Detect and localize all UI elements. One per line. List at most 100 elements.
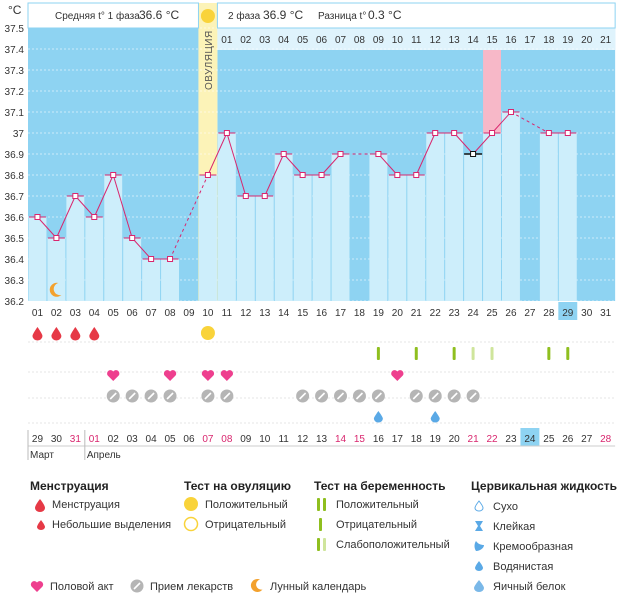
pregnancy-test-icon [490, 347, 494, 360]
diff-label: Разница t° [318, 11, 366, 22]
post-ovulation-day-label: 07 [335, 35, 347, 46]
post-ovulation-day-label: 19 [562, 35, 574, 46]
post-ovulation-day-label: 18 [543, 35, 555, 46]
temperature-point [432, 130, 439, 136]
temperature-point [507, 109, 514, 115]
calendar-date-label: 01 [89, 434, 101, 445]
ovulation-label: ОВУЛЯЦИЯ [204, 30, 215, 90]
moon-icon [49, 282, 62, 297]
temperature-bar [66, 196, 85, 301]
temperature-bar [369, 154, 388, 301]
calendar-date-label: 17 [392, 434, 404, 445]
temperature-point [375, 151, 382, 157]
temperature-line-segment [453, 132, 474, 155]
pregnancy-test-icon [414, 347, 418, 360]
medication-pill-stroke [299, 392, 307, 400]
medication-pill-stroke [469, 392, 477, 400]
medication-pill-stroke [223, 392, 231, 400]
calendar-date-label: 24 [524, 434, 536, 445]
temperature-line-segment [131, 237, 152, 260]
post-ovulation-day-label: 17 [524, 35, 536, 46]
calendar-date-label: 23 [505, 434, 517, 445]
calendar-date-label: 16 [373, 434, 385, 445]
cycle-day-label: 08 [164, 308, 176, 319]
ovulation-positive-icon [184, 497, 198, 511]
medication-pill-stroke [355, 392, 364, 400]
temperature-point [34, 214, 41, 220]
watery-icon [475, 561, 483, 571]
cycle-day-label: 29 [562, 308, 574, 319]
cycle-day-label: 28 [543, 308, 555, 319]
phase1-summary-box [27, 2, 199, 29]
calendar-date-label: 26 [562, 434, 574, 445]
pink-column [483, 50, 501, 133]
calendar-date-label: 20 [449, 434, 461, 445]
medication-pill-stroke [450, 392, 458, 400]
calendar-date-label: 10 [259, 434, 271, 445]
temperature-bar [426, 133, 445, 301]
medication-pill-stroke [109, 392, 117, 400]
moon-icon [250, 578, 263, 592]
calendar-date-label: 19 [430, 434, 442, 445]
ovulation-sun-icon [200, 9, 215, 23]
phase2-label: 2 фаза [228, 10, 261, 22]
y-tick-label: 37.5 [5, 24, 25, 35]
post-ovulation-day-label: 06 [316, 35, 328, 46]
post-ovulation-day-label: 21 [600, 35, 612, 46]
intercourse-heart-icon [201, 370, 215, 381]
bbt-chart: 37.5 37.4 37.3 37.2 37.1 37 36.9 36.8 36.7 36.6 36… [5, 2, 616, 461]
medication-pill-stroke [128, 392, 136, 400]
intercourse-heart-icon [163, 370, 177, 381]
temperature-bar [293, 175, 312, 301]
temperature-line-segment [321, 153, 341, 176]
post-ovulation-day-label: 02 [240, 35, 252, 46]
calendar-date-label: 22 [486, 434, 498, 445]
calendar-date-label: 28 [600, 434, 612, 445]
temperature-bar [255, 196, 274, 301]
calendar-date-label: 29 [32, 434, 44, 445]
legend-cervical-watery: Водянистая [493, 561, 554, 573]
cervical-fluid-icon [373, 411, 383, 423]
temperature-bar [123, 238, 142, 301]
cycle-day-label: 31 [600, 308, 612, 319]
y-tick-label: 36.2 [5, 297, 25, 308]
cycle-day-label: 13 [259, 308, 271, 319]
calendar-date-label: 05 [164, 434, 176, 445]
legend-cervical-egg-white: Яичный белок [493, 581, 566, 593]
calendar-today-highlight [520, 428, 540, 446]
phase2-value: 36.9 °C [263, 8, 303, 22]
temperature-point [280, 151, 287, 157]
post-ovulation-day-label: 04 [278, 35, 290, 46]
post-ovulation-day-label: 08 [354, 35, 366, 46]
temperature-line-segment [491, 111, 512, 134]
temperature-point [318, 172, 325, 178]
menstruation-drop-icon [35, 499, 45, 512]
legend-menstruation-item: Менструация [52, 499, 120, 511]
temperature-bar [161, 259, 180, 301]
temperature-point [53, 235, 60, 241]
y-tick-label: 37.2 [5, 87, 25, 98]
cycle-day-label: 01 [32, 308, 44, 319]
pregnancy-faint-icon [317, 538, 326, 551]
temperature-bar [217, 133, 236, 301]
medication-pill-stroke [374, 392, 382, 400]
cycle-day-label: 22 [430, 308, 442, 319]
post-ovulation-day-label: 15 [486, 35, 498, 46]
medication-pill-stroke [336, 392, 345, 400]
creamy-icon [474, 541, 484, 551]
cycle-day-label: 15 [297, 308, 309, 319]
temperature-bar [331, 154, 350, 301]
temperature-line-segment [264, 153, 285, 197]
cycle-day-label: 06 [127, 308, 139, 319]
post-ovulation-day-label: 13 [449, 35, 461, 46]
temperature-point [110, 172, 117, 178]
legend-pregnancy-negative: Отрицательный [336, 519, 417, 531]
legend-pregnancy-faint: Слабоположительный [336, 539, 450, 551]
calendar-date-label: 14 [335, 434, 347, 445]
legend-ovulation-test-title: Тест на овуляцию [184, 479, 291, 493]
temperature-point [470, 151, 477, 157]
temperature-point [451, 130, 458, 136]
temperature-point [489, 130, 496, 136]
cycle-day-label: 18 [354, 308, 366, 319]
legend-cervical-dry: Сухо [493, 501, 518, 513]
